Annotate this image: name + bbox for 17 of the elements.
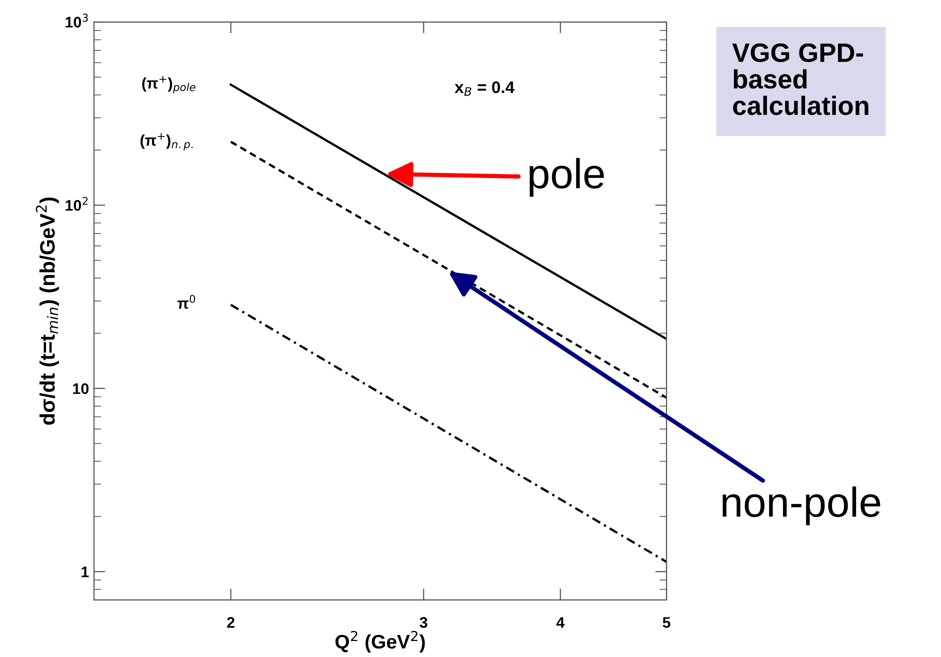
annotation: non-pole: [722, 486, 880, 526]
text: π$^{0}$: [178, 294, 196, 309]
annotation: pole: [530, 158, 604, 197]
text: (π$^{+}$)$_{pole}$: [142, 76, 196, 94]
x-tick-label: 5: [662, 617, 670, 628]
x-tick-label: 2: [227, 617, 234, 628]
x-tick-label: 3: [420, 617, 428, 628]
x-axis-title: Q$^{2}$ (GeV$^{2}$): [335, 630, 425, 652]
y-tick-label: 10: [73, 383, 89, 394]
y-tick-label: 10$^{2}$: [66, 196, 88, 211]
x-tick-label: 4: [556, 617, 565, 628]
y-tick-label: 1: [82, 566, 89, 578]
text: VGG GPD- based calculation: [732, 43, 868, 116]
annotation: x$_{B}$ = 0.4: [454, 81, 514, 96]
y-tick-label: 10$^{3}$: [66, 14, 88, 28]
text: (π$^{+}$)$_{n.p.}$: [140, 133, 193, 150]
y-axis-title: dσ/dt (t=t$_{min}$) (nb/GeV$^{2}$): [36, 198, 59, 425]
